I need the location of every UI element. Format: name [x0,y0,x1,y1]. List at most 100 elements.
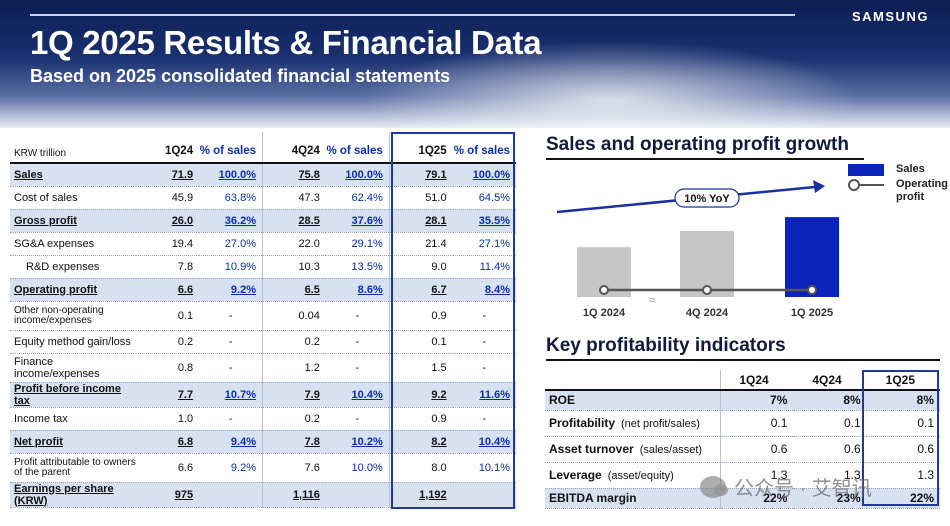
kpi-title-underline [546,359,940,361]
fin-cell: 9.4% [199,430,263,454]
fin-row-label: SG&A expenses [10,232,136,256]
fin-cell: - [325,301,390,331]
kpi-cell: 22% [866,488,940,509]
page-subtitle: Based on 2025 consolidated financial sta… [30,66,451,86]
fin-col-header: 1Q24 [135,132,200,164]
fin-cell: 47.3 [261,186,326,210]
fin-row: Sales 71.9 100.0% 75.8 100.0% 79.1 100.0% [10,163,516,187]
fin-cell: 1.2 [261,353,326,383]
fin-cell: 45.9 [135,186,200,210]
fin-cell: 13.5% [325,255,390,279]
fin-cell: 79.1 [388,163,453,187]
operating-profit-point [599,285,609,295]
fin-cell: 10.4% [325,382,390,408]
fin-row-label: Sales [10,163,136,187]
fin-cell: 28.1 [388,209,453,233]
fin-cell: - [199,330,263,354]
fin-row-label: Earnings per share (KRW) [10,482,136,508]
fin-cell: 100.0% [199,163,263,187]
yoy-arrow-head [813,180,825,193]
kpi-col-header: 4Q24 [793,370,867,391]
watermark-text: 公众号 · 艾智讯 [734,478,872,500]
fin-row: Profit attributable to owners of the par… [10,453,516,483]
category-label: 1Q 2025 [791,307,833,319]
fin-row-label: Other non-operating income/expenses [10,301,136,331]
kpi-cell: 0.6 [866,436,940,463]
kpi-label-text: Leverage [549,468,602,482]
fin-col-header: 4Q24 [261,132,326,164]
fin-row-label: R&D expenses [10,255,136,279]
category-label: 4Q 2024 [686,307,729,319]
fin-cell: - [199,353,263,383]
kpi-row: EBITDA margin 22% 23% 22% [545,488,940,509]
fin-cell: 10.9% [199,255,263,279]
fin-row-label: Profit attributable to owners of the par… [10,453,136,483]
fin-cell: 0.8 [135,353,200,383]
unit-label: KRW trillion [10,132,136,164]
fin-col-header: 1Q25 [388,132,453,164]
fin-row: Finance income/expenses 0.8-1.2-1.5- [10,353,516,383]
fin-cell: 64.5% [452,186,516,210]
fin-cell: 9.2% [199,278,263,302]
kpi-label-text: EBITDA margin [549,491,637,505]
kpi-section-title: Key profitability indicators [546,335,786,356]
sales-bar [785,217,839,297]
kpi-header-row: 1Q24 4Q24 1Q25 [545,370,940,391]
fin-cell: 75.8 [261,163,326,187]
fin-cell: - [325,407,390,431]
header-glow [360,40,860,128]
fin-row-label: Finance income/expenses [10,353,136,383]
kpi-cell: 0.1 [719,410,794,437]
kpi-row: Asset turnover (sales/asset) 0.6 0.6 0.6 [545,436,940,463]
fin-cell: 8.2 [388,430,453,454]
kpi-row-label: Leverage (asset/equity) [545,462,721,489]
operating-profit-point [702,285,712,295]
fin-cell: 8.6% [325,278,390,302]
fin-cell: - [452,301,516,331]
kpi-label-note: (net profit/sales) [621,418,700,430]
fin-cell: 63.8% [199,186,263,210]
fin-row: Other non-operating income/expenses 0.1-0… [10,301,516,331]
fin-cell: - [325,330,390,354]
fin-cell: 7.7 [135,382,200,408]
kpi-label-text: Profitability [549,416,616,430]
fin-cell: 100.0% [452,163,516,187]
fin-cell: 7.8 [135,255,200,279]
fin-cell: 0.2 [261,330,326,354]
kpi-label-note: (sales/asset) [639,444,703,456]
kpi-row: Profitability (net profit/sales) 0.1 0.1 0.1 [545,410,940,437]
fin-cell: 6.8 [135,430,200,454]
fin-cell: 0.9 [388,301,453,331]
fin-cell: 1.5 [388,353,453,383]
fin-cell: 11.4% [452,255,516,279]
fin-row: SG&A expenses 19.4 27.0% 22.0 29.1% 21.4 27.1% [10,232,516,256]
samsung-logo: SAMSUNG [852,9,929,24]
fin-cell: 27.0% [199,232,263,256]
fin-col-header: % of sales [452,132,516,164]
fin-row-label: Gross profit [10,209,136,233]
legend-op-line-swatch [848,178,884,191]
kpi-cell: 7% [719,390,794,411]
fin-cell: 10.0% [325,453,390,483]
fin-row-label: Net profit [10,430,136,454]
fin-cell: - [199,407,263,431]
kpi-cell: 0.6 [793,436,867,463]
axis-break-mark: ≈ [649,293,656,307]
kpi-row: Leverage (asset/equity) 1.3 1.3 1.3 [545,462,940,489]
financial-results-table: KRW trillion 1Q24% of sales 4Q24% of sales… [10,132,516,508]
fin-cell: 1,192 [388,482,453,508]
watermark: 公众号 · 艾智讯 [700,472,872,501]
fin-cell [325,482,390,508]
fin-cell: 100.0% [325,163,390,187]
yoy-label: 10% YoY [684,193,730,205]
fin-cell: 9.2% [199,453,263,483]
fin-row: Equity method gain/loss 0.2-0.2-0.1- [10,330,516,354]
fin-cell: 10.2% [325,430,390,454]
fin-cell: 6.5 [261,278,326,302]
fin-row-label: Cost of sales [10,186,136,210]
kpi-cell: 1.3 [719,462,794,489]
fin-cell: - [452,330,516,354]
header-top-line [30,14,795,16]
category-label: 1Q 2024 [583,307,626,319]
fin-row-label: Operating profit [10,278,136,302]
